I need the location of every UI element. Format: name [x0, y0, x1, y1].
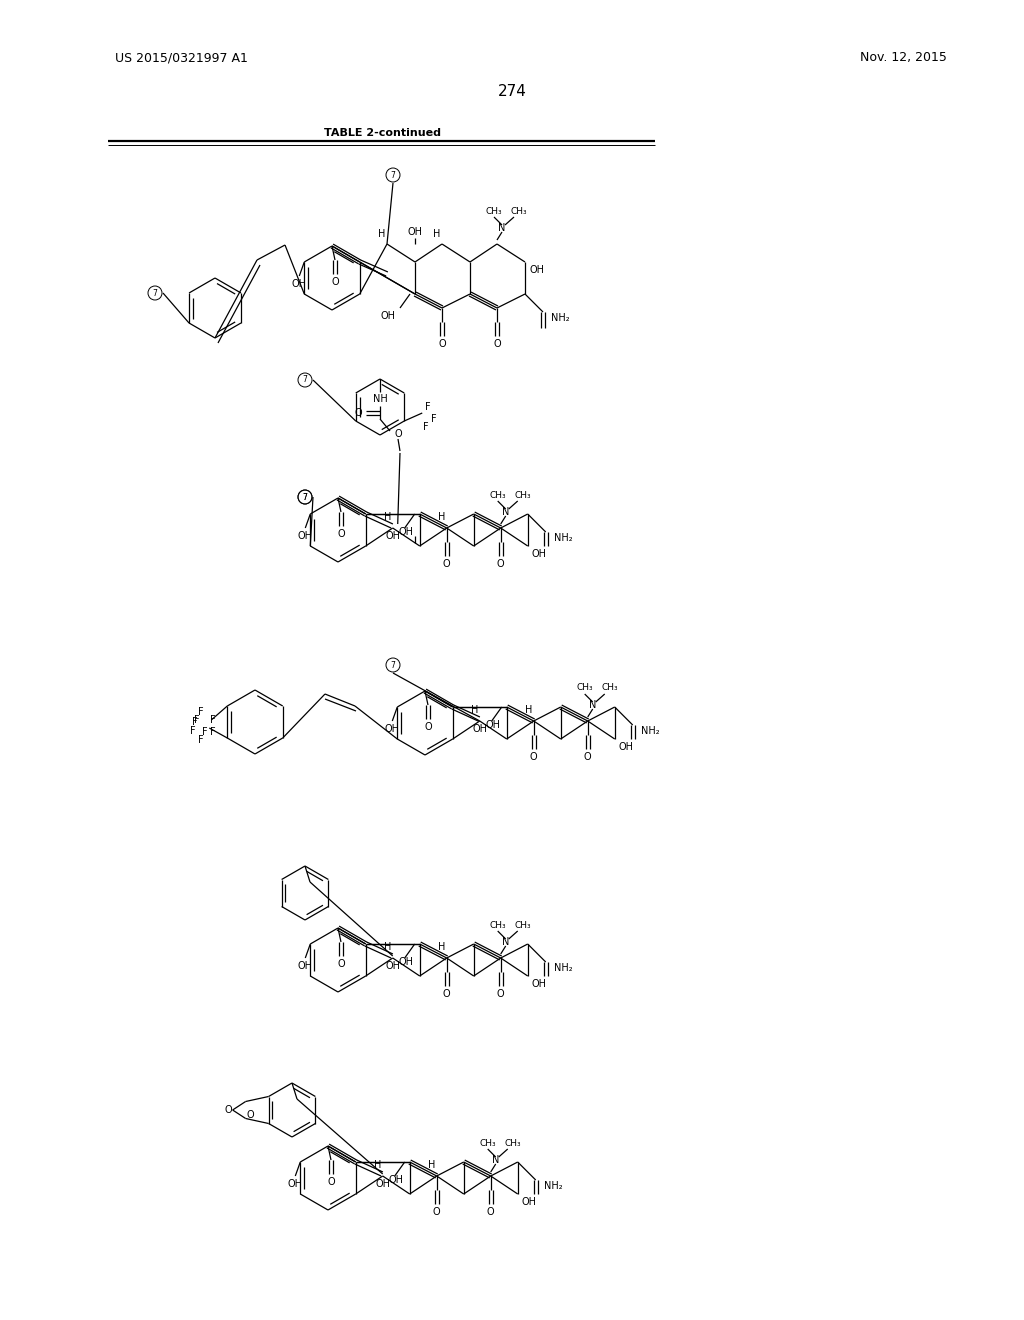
- Text: CH₃: CH₃: [514, 920, 531, 929]
- Text: 7: 7: [302, 492, 307, 502]
- Text: OH: OH: [292, 279, 307, 289]
- Text: OH: OH: [398, 527, 414, 537]
- Text: N: N: [499, 223, 506, 234]
- Text: O: O: [247, 1110, 254, 1121]
- Text: OH: OH: [385, 961, 400, 972]
- Text: OH: OH: [288, 1179, 303, 1189]
- Text: O: O: [424, 722, 432, 733]
- Text: H: H: [471, 705, 478, 715]
- Text: O: O: [438, 339, 445, 348]
- Text: F: F: [424, 422, 429, 432]
- Text: H: H: [438, 512, 445, 521]
- Text: F: F: [425, 403, 431, 412]
- Text: O: O: [497, 989, 505, 999]
- Text: N: N: [492, 1155, 500, 1166]
- Text: F: F: [431, 414, 437, 424]
- Text: OH: OH: [375, 1179, 390, 1189]
- Text: O: O: [443, 989, 451, 999]
- Text: H: H: [525, 705, 532, 715]
- Text: O: O: [225, 1105, 232, 1115]
- Text: H: H: [433, 228, 440, 239]
- Text: O: O: [494, 339, 501, 348]
- Text: N: N: [589, 700, 596, 710]
- Text: H: H: [374, 1160, 381, 1170]
- Text: OH: OH: [521, 1197, 537, 1206]
- Text: N: N: [502, 937, 509, 946]
- Text: O: O: [529, 752, 538, 762]
- Text: OH: OH: [298, 531, 312, 541]
- Text: 7: 7: [390, 170, 395, 180]
- Text: OH: OH: [529, 265, 544, 275]
- Text: CH₃: CH₃: [514, 491, 531, 499]
- Text: H: H: [384, 512, 391, 521]
- Text: H: H: [438, 942, 445, 952]
- Text: CH₃: CH₃: [601, 684, 618, 693]
- Text: OH: OH: [298, 961, 312, 972]
- Text: CH₃: CH₃: [489, 491, 506, 499]
- Text: OH: OH: [618, 742, 634, 752]
- Text: O: O: [328, 1177, 335, 1187]
- Text: H: H: [378, 228, 386, 239]
- Text: OH: OH: [385, 723, 399, 734]
- Text: O: O: [584, 752, 592, 762]
- Text: CH₃: CH₃: [485, 206, 503, 215]
- Text: O: O: [331, 277, 339, 286]
- Text: CH₃: CH₃: [505, 1138, 521, 1147]
- Text: 7: 7: [302, 492, 307, 502]
- Text: US 2015/0321997 A1: US 2015/0321997 A1: [115, 51, 248, 65]
- Text: CH₃: CH₃: [489, 920, 506, 929]
- Text: O: O: [433, 1206, 440, 1217]
- Text: 7: 7: [153, 289, 158, 297]
- Text: 7: 7: [390, 660, 395, 669]
- Text: CH₃: CH₃: [577, 684, 593, 693]
- Text: OH: OH: [381, 312, 395, 321]
- Text: O: O: [337, 529, 345, 539]
- Text: NH₂: NH₂: [554, 964, 572, 973]
- Text: OH: OH: [408, 227, 423, 238]
- Text: F: F: [191, 717, 198, 727]
- Text: NH₂: NH₂: [551, 313, 569, 323]
- Text: O: O: [497, 558, 505, 569]
- Text: F: F: [202, 727, 207, 737]
- Text: 7: 7: [302, 375, 307, 384]
- Text: H: H: [428, 1160, 435, 1170]
- Text: OH: OH: [531, 979, 547, 989]
- Text: 274: 274: [498, 84, 526, 99]
- Text: OH: OH: [385, 531, 400, 541]
- Text: F: F: [189, 726, 196, 737]
- Text: OH: OH: [485, 719, 500, 730]
- Text: O: O: [394, 429, 401, 440]
- Text: F: F: [198, 735, 204, 744]
- Text: F: F: [194, 715, 200, 725]
- Text: O: O: [337, 960, 345, 969]
- Text: O: O: [443, 558, 451, 569]
- Text: Nov. 12, 2015: Nov. 12, 2015: [860, 51, 947, 65]
- Text: F: F: [211, 727, 216, 737]
- Text: CH₃: CH₃: [511, 206, 527, 215]
- Text: H: H: [384, 942, 391, 952]
- Text: O: O: [486, 1206, 495, 1217]
- Text: CH₃: CH₃: [479, 1138, 496, 1147]
- Text: OH: OH: [388, 1175, 403, 1185]
- Text: TABLE 2-continued: TABLE 2-continued: [325, 128, 441, 139]
- Text: NH: NH: [373, 393, 387, 404]
- Text: OH: OH: [531, 549, 547, 558]
- Text: O: O: [354, 408, 361, 418]
- Text: OH: OH: [398, 957, 414, 968]
- Text: N: N: [502, 507, 509, 517]
- Text: OH: OH: [472, 723, 487, 734]
- Text: F: F: [211, 715, 216, 725]
- Text: F: F: [198, 708, 204, 717]
- Text: NH₂: NH₂: [641, 726, 659, 737]
- Text: NH₂: NH₂: [554, 533, 572, 543]
- Text: NH₂: NH₂: [544, 1181, 562, 1191]
